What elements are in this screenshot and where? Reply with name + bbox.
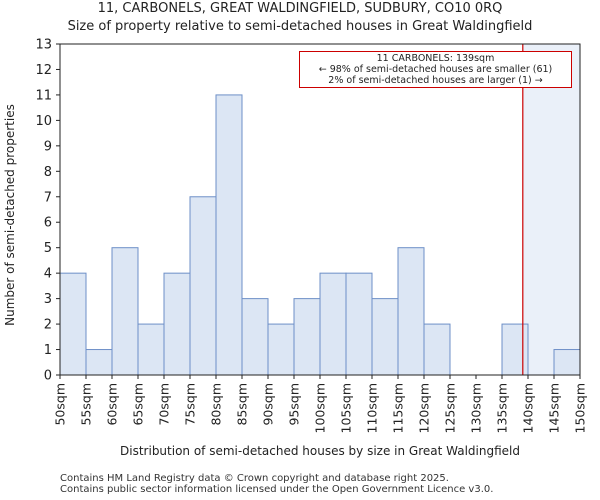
x-tick-label: 115sqm <box>391 383 406 433</box>
x-tick-label: 100sqm <box>313 383 328 433</box>
histogram-bar <box>163 272 191 376</box>
histogram-bar <box>423 323 451 376</box>
histogram-bar <box>189 196 217 376</box>
annotation-line-1: 11 CARBONELS: 139sqm <box>376 53 495 64</box>
x-tick-label: 55sqm <box>79 383 94 426</box>
histogram-bar <box>553 349 581 376</box>
histogram-bar <box>85 349 113 376</box>
x-tick-label: 150sqm <box>573 383 588 433</box>
y-tick-label: 2 <box>44 318 52 333</box>
x-tick-label: 125sqm <box>443 383 458 433</box>
x-tick-label: 140sqm <box>521 383 536 433</box>
y-tick-label: 3 <box>44 292 52 307</box>
y-tick-label: 9 <box>44 139 52 154</box>
y-tick-label: 11 <box>35 88 52 103</box>
y-tick-label: 10 <box>35 114 52 129</box>
histogram-bar <box>59 272 87 376</box>
footer-copyright: Contains HM Land Registry data © Crown c… <box>60 473 449 484</box>
y-tick-label: 7 <box>44 190 52 205</box>
x-tick-label: 60sqm <box>105 383 120 426</box>
x-tick-label: 50sqm <box>53 383 68 426</box>
x-tick-label: 80sqm <box>209 383 224 426</box>
x-axis-label: Distribution of semi-detached houses by … <box>120 444 520 458</box>
histogram-bar <box>319 272 347 376</box>
histogram-bar <box>111 247 139 376</box>
x-tick-label: 95sqm <box>287 383 302 426</box>
histogram-bar <box>397 247 425 376</box>
y-axis-label: Number of semi-detached properties <box>3 104 17 326</box>
footer-licence: Contains public sector information licen… <box>60 484 494 495</box>
x-tick-label: 85sqm <box>235 383 250 426</box>
chart-subtitle: Size of property relative to semi-detach… <box>67 19 533 34</box>
x-tick-label: 135sqm <box>495 383 510 433</box>
x-tick-label: 120sqm <box>417 383 432 433</box>
histogram-bar <box>241 298 269 376</box>
larger-region-shade <box>522 44 580 375</box>
chart-title: 11, CARBONELS, GREAT WALDINGFIELD, SUDBU… <box>97 1 503 16</box>
x-tick-label: 65sqm <box>131 383 146 426</box>
histogram-bar <box>293 298 321 376</box>
y-tick-label: 5 <box>44 241 52 256</box>
x-tick-label: 75sqm <box>183 383 198 426</box>
y-tick-label: 1 <box>44 343 52 358</box>
x-tick-label: 145sqm <box>547 383 562 433</box>
y-tick-label: 0 <box>44 369 52 384</box>
histogram-bar <box>215 94 243 376</box>
x-tick-label: 105sqm <box>339 383 354 433</box>
histogram-bar <box>345 272 373 376</box>
x-tick-label: 90sqm <box>261 383 276 426</box>
histogram-bar <box>371 298 399 376</box>
y-tick-label: 4 <box>44 267 52 282</box>
histogram-bar <box>267 323 295 376</box>
y-tick-label: 12 <box>35 63 52 78</box>
histogram-bar <box>501 323 529 376</box>
x-tick-label: 110sqm <box>365 383 380 433</box>
y-tick-label: 8 <box>44 165 52 180</box>
property-annotation-box: 11 CARBONELS: 139sqm ← 98% of semi-detac… <box>299 51 572 88</box>
histogram-bar <box>137 323 165 376</box>
y-tick-label: 13 <box>35 38 52 53</box>
y-tick-label: 6 <box>44 216 52 231</box>
annotation-line-3: 2% of semi-detached houses are larger (1… <box>328 75 543 86</box>
x-tick-label: 130sqm <box>469 383 484 433</box>
annotation-line-2: ← 98% of semi-detached houses are smalle… <box>318 64 553 75</box>
x-tick-label: 70sqm <box>157 383 172 426</box>
